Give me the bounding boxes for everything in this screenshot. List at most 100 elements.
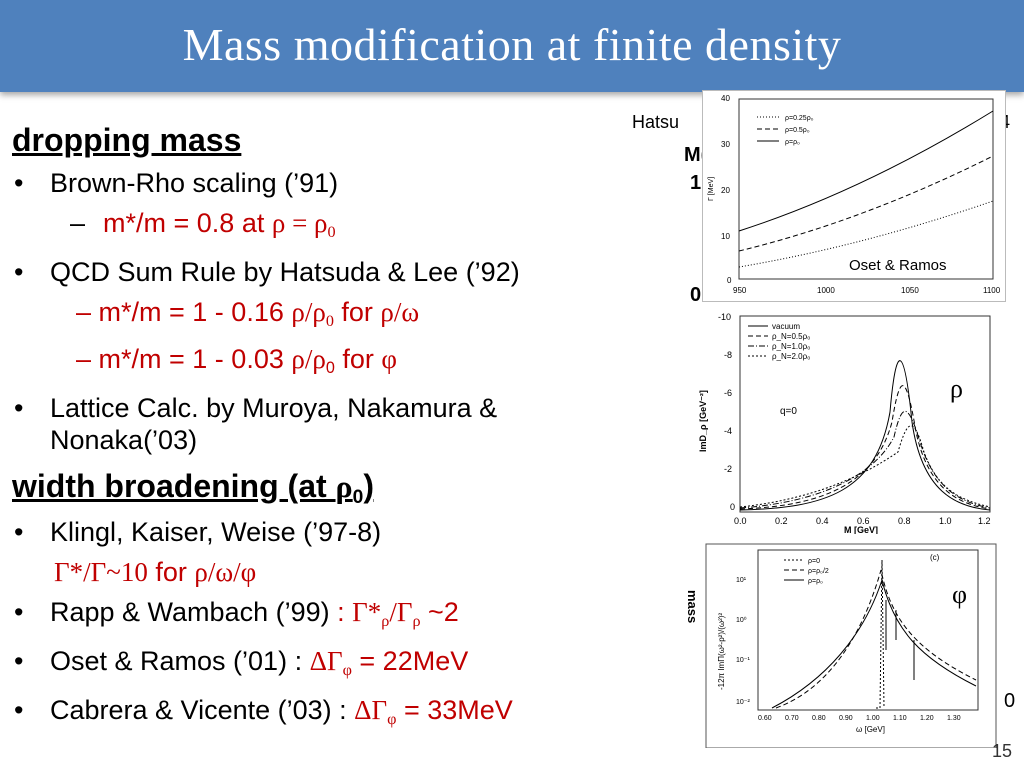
x-tick: 0.4 — [816, 516, 829, 526]
figure-rho-spectral: -10 -8 -6 -4 -2 0 ImD_ρ [GeV⁻²] 0.0 0.2 … — [676, 302, 1000, 535]
x-tick: 0.6 — [857, 516, 870, 526]
annotation-q0: q=0 — [780, 406, 797, 417]
y-tick: 20 — [721, 186, 730, 195]
subscript: 0 — [352, 486, 364, 508]
bullet-cabrera-vicente: Cabrera & Vicente (’03) : ΔΓφ = 33MeV — [12, 694, 672, 735]
curve-half-rho0 — [739, 385, 991, 510]
bullet-text: Rapp & Wambach (’99) — [50, 597, 338, 628]
legend-entry: ρ=0.25ρ₀ — [785, 115, 814, 122]
colon: : — [337, 597, 353, 628]
figure-source-label: Oset & Ramos — [849, 257, 947, 274]
bullet-text: QCD Sum Rule by Hatsuda & Lee (’92) — [50, 256, 520, 287]
y-tick: 40 — [721, 94, 730, 103]
bullet-klingl: Klingl, Kaiser, Weise (’97-8) — [12, 516, 672, 548]
background-text-zero: 0 — [690, 284, 702, 306]
legend-entry: ρ=0.5ρ₀ — [785, 127, 810, 134]
subscript: ρ — [412, 612, 421, 631]
bullet-text: Cabrera & Vicente (’03) : — [50, 695, 355, 726]
legend-entry: ρ=ρ₀ — [808, 578, 823, 585]
heading-text: width broadening (at — [12, 467, 336, 504]
curve-rho0 — [771, 578, 977, 709]
title-bar: Mass modification at finite density — [0, 0, 1024, 92]
subbullet-text: m*/m = 1 - 0.03 — [98, 343, 292, 374]
bullet-text: Klingl, Kaiser, Weise (’97-8) — [50, 517, 382, 548]
y-tick: -4 — [724, 426, 732, 436]
slide-title: Mass modification at finite density — [182, 19, 842, 70]
subscript: ρ — [381, 612, 390, 631]
subscript: 0 — [325, 311, 334, 330]
gamma: /Γ — [389, 597, 413, 628]
y-axis-label: Γ [MeV] — [708, 177, 715, 201]
value: ~2 — [420, 597, 459, 628]
y-tick: -8 — [724, 350, 732, 360]
gamma-ratio: Γ*/Γ~10 — [54, 557, 148, 588]
heading-text-end: ) — [363, 467, 374, 504]
y-tick: 0 — [730, 502, 735, 512]
subbullet-qcd-2: – m*/m = 1 - 0.03 ρ/ρ0 for φ — [12, 343, 672, 384]
bullet-rapp-wambach: Rapp & Wambach (’99) : Γ*ρ/Γρ ~2 — [12, 596, 672, 637]
plot-frame — [757, 549, 979, 711]
phi-label: φ — [952, 580, 968, 609]
curve-2rho0 — [739, 425, 991, 508]
rho-symbol: ρ = ρ — [271, 208, 328, 238]
x-tick: 1000 — [817, 286, 835, 295]
rho-symbol: ρ — [335, 467, 353, 504]
x-tick: 950 — [733, 286, 747, 295]
subbullet-qcd-1: – m*/m = 1 - 0.16 ρ/ρ0 for ρ/ω — [12, 296, 672, 337]
dash-marker: – — [76, 296, 99, 327]
legend-entry: ρ=ρ₀/2 — [808, 568, 829, 575]
subscript: 0 — [325, 358, 335, 377]
bullet-text: Brown-Rho scaling (’91) — [50, 168, 339, 198]
value: = 33MeV — [396, 695, 513, 726]
y-axis-label: -12π ImΠ(ω²-p²)/(ω²)² — [717, 613, 726, 690]
curve-rho0 — [739, 410, 991, 509]
meson-symbols: ρ/ω/φ — [194, 557, 257, 588]
x-tick: 1100 — [983, 286, 1001, 295]
y-tick: -2 — [724, 464, 732, 474]
rho-symbol: ρ/ρ — [291, 343, 326, 374]
y-tick: -6 — [724, 388, 732, 398]
x-tick: 1.00 — [866, 715, 880, 722]
for-text: for — [333, 296, 381, 327]
subbullet-klingl: Γ*/Γ~10 for ρ/ω/φ — [12, 556, 672, 588]
plot-width-vs-mass: 40 30 20 10 0 Γ [MeV] 950 1000 1050 1100… — [708, 94, 1001, 295]
x-tick: 0.2 — [775, 516, 788, 526]
for-text: for — [147, 557, 195, 588]
x-axis-label: ω [GeV] — [856, 725, 885, 734]
delta-gamma: ΔΓ — [309, 646, 343, 677]
value: = 22MeV — [351, 646, 469, 677]
y-tick: 10⁻¹ — [736, 657, 750, 664]
legend-entry: ρ=ρ₀ — [785, 139, 800, 146]
subscript: φ — [342, 661, 352, 680]
bullet-lattice: Lattice Calc. by Muroya, Nakamura & Nona… — [12, 392, 650, 456]
x-tick: 1.30 — [947, 715, 961, 722]
subbullet-text: m*/m = 1 - 0.16 — [98, 296, 292, 327]
y-axis-label: ImD_ρ [GeV⁻²] — [698, 390, 708, 452]
curve-vacuum — [739, 360, 991, 511]
subscript: φ — [387, 709, 397, 728]
meson-symbol: ρ/ω — [380, 296, 420, 327]
dash-marker: – — [70, 208, 86, 238]
x-tick: 0.80 — [812, 715, 826, 722]
heading-width-broadening: width broadening (at ρ0) — [12, 468, 672, 509]
curve-half-rho0 — [775, 569, 977, 709]
for-text: for — [334, 343, 382, 374]
legend-entry: ρ_N=2.0ρ₀ — [772, 352, 810, 361]
subscript: 0 — [327, 222, 336, 241]
rho-label: ρ — [950, 374, 963, 403]
panel-tag: (c) — [930, 553, 940, 562]
rho-symbol: ρ/ρ — [291, 296, 326, 327]
plot-rho-spectral: -10 -8 -6 -4 -2 0 ImD_ρ [GeV⁻²] 0.0 0.2 … — [698, 312, 991, 535]
page-number: 15 — [991, 741, 1012, 761]
figure-oset-ramos: 40 30 20 10 0 Γ [MeV] 950 1000 1050 1100… — [702, 90, 1006, 302]
slide-body: dropping mass Brown-Rho scaling (’91) –m… — [12, 118, 672, 743]
bullet-text: Lattice Calc. by Muroya, Nakamura & Nona… — [50, 392, 498, 455]
x-tick: 1.20 — [920, 715, 934, 722]
plot-frame — [738, 98, 994, 280]
gamma-star: Γ* — [352, 597, 382, 628]
y-tick: 10⁰ — [736, 616, 747, 624]
curve-rho0 — [738, 110, 994, 232]
figure-phi-spectral: mass 10¹ 10⁰ 10⁻¹ 10⁻² -12π ImΠ(ω²-p²)/(… — [676, 540, 1000, 749]
bullet-oset-ramos: Oset & Ramos (’01) : ΔΓφ = 22MeV — [12, 645, 672, 686]
plot-phi-spectral: mass 10¹ 10⁰ 10⁻¹ 10⁻² -12π ImΠ(ω²-p²)/(… — [685, 543, 997, 749]
